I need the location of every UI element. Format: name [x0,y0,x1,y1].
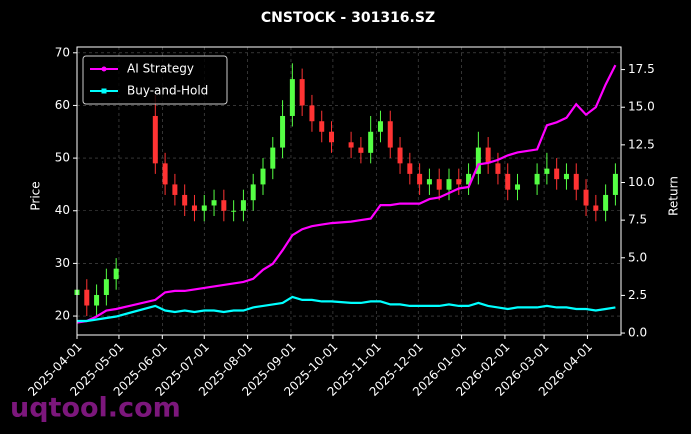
y2-tick-label: 10.0 [628,175,655,189]
y2-tick-label: 15.0 [628,100,655,114]
y-axis-label: Price [29,181,43,210]
candle-body [270,147,276,169]
watermark: uqtool.com [10,393,181,424]
candle-body [358,147,364,153]
candle-body [84,289,90,306]
candle-body [466,173,472,185]
candle-body [299,79,305,106]
candle-body [436,179,442,190]
y-tick-label: 70 [55,45,70,59]
candle-body [485,147,491,164]
legend-box [82,55,228,105]
y2-tick-label: 0.0 [628,326,647,340]
candle-body [191,205,197,211]
y2-tick-label: 5.0 [628,250,647,264]
candle-body [573,173,579,190]
candle-body [162,163,168,185]
candle-body [554,168,560,180]
y-tick-label: 40 [55,203,70,217]
legend-label: Buy-and-Hold [127,84,208,98]
candle-body [515,184,521,190]
plot-frame [76,46,622,336]
candle-body [250,184,256,201]
legend: AI Strategy Buy-and-Hold [82,55,228,105]
legend-label: AI Strategy [127,62,194,76]
series-line [77,295,616,323]
candle-body [397,147,403,164]
candle-body [377,121,383,132]
y2-tick-label: 17.5 [628,62,655,76]
legend-marker [101,66,107,72]
candle-body [280,115,286,148]
y2-tick-label: 7.5 [628,213,647,227]
candle-body [475,147,481,174]
candle-body [319,121,325,132]
candle-body [417,173,423,185]
candle-body [593,205,599,211]
candle-body [456,179,462,185]
candle-body [221,200,227,211]
candle-body [534,173,540,185]
candle-body [152,115,158,164]
candle-body [201,205,207,211]
y-tick-label: 20 [55,309,70,323]
candle-body [172,184,178,195]
series-line [76,64,617,324]
legend-marker [101,88,107,94]
candle-body [182,194,188,206]
candle-body [94,294,100,306]
chart-title: CNSTOCK - 301316.SZ [261,10,435,26]
candle-body [368,131,374,153]
candle-body [426,179,432,185]
candle-body [103,279,109,295]
candle-body [387,121,393,148]
candle-body [612,173,618,195]
y-tick-label: 60 [55,98,70,112]
candle-body [544,168,550,174]
candle-body [329,131,335,143]
y2-tick-label: 12.5 [628,137,655,151]
candle-body [309,105,315,122]
candle-body [289,79,295,116]
y2-tick-label: 2.5 [628,288,647,302]
y-tick-label: 30 [55,256,70,270]
y2-axis-label: Return [667,176,681,216]
candle-body [113,268,119,280]
candle-body [603,194,609,211]
candle-body [231,210,237,212]
candle-body [505,173,511,190]
candle-body [240,200,246,211]
candle-body [495,163,501,174]
y-tick-label: 50 [55,151,70,165]
candle-body [260,168,266,185]
candle-body [348,142,354,148]
candle-body [583,189,589,206]
candle-body [211,200,217,206]
candle-body [446,179,452,190]
candle-body [563,173,569,180]
candle-body [407,163,413,174]
